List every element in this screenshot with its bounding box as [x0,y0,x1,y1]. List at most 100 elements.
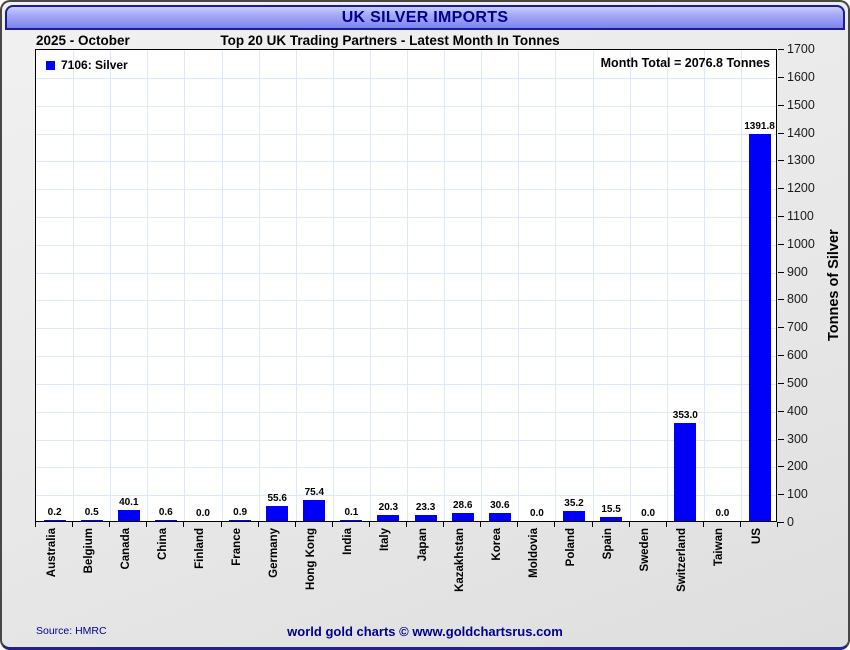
bar [674,422,697,521]
y-axis-tick [778,494,784,496]
bar-value-label: 0.2 [47,507,62,518]
y-axis-tick [778,327,784,329]
y-axis-tick-label: 200 [787,459,808,474]
x-axis-label: China [156,528,169,560]
gridline-vertical [555,50,557,521]
gridline-vertical [481,50,483,521]
y-axis-tick-label: 600 [787,348,808,363]
y-axis-tick [778,132,784,134]
x-axis-label: Hong Kong [305,528,318,590]
y-axis-tick [778,49,784,50]
gridline-horizontal [36,105,776,107]
y-axis: 0 100 200 300 400 500 600 700 800 900 1000 1100 1200… [777,42,847,529]
legend-swatch-icon [46,60,55,70]
x-axis-tick [183,522,185,527]
bar [340,520,363,521]
x-axis: Australia Belgium Canada China Finland France… [35,522,778,632]
bar [266,505,289,521]
gridline-vertical [592,50,594,521]
credit-label: world gold charts © www.goldchartsrus.co… [287,624,563,639]
gridline-vertical [629,50,631,521]
x-axis-label: Germany [268,528,281,578]
bar-value-label: 35.2 [564,498,584,510]
gridline-horizontal [36,133,776,135]
x-axis-tick [665,522,667,527]
y-axis-tick [778,271,784,273]
x-axis-tick [368,522,370,527]
bar [229,520,252,521]
month-total-annotation: Month Total = 2076.8 Tonnes [600,56,770,70]
gridline-horizontal [36,383,776,385]
bar [600,516,623,521]
gridline-vertical [369,50,371,521]
gridline-vertical [73,50,75,521]
gridline-horizontal [36,439,776,441]
source-label: Source: HMRC [36,625,107,637]
x-axis-label: France [231,528,244,566]
gridline-horizontal [36,467,776,469]
x-axis-label: Italy [379,528,392,552]
x-axis-label: Finland [194,528,206,569]
x-axis-label: Switzerland [676,528,689,592]
bar-value-label: 0.5 [84,507,99,518]
title-bar: UK SILVER IMPORTS [5,5,845,30]
y-axis-tick [778,438,784,440]
x-axis-tick [702,522,704,527]
bar-value-label: 0.0 [715,508,730,519]
y-axis-tick-label: 1100 [787,208,814,223]
gridline-vertical [147,50,149,521]
x-axis-label: India [342,528,355,555]
bar [303,500,326,521]
bar-value-label: 75.4 [304,487,325,498]
gridline-horizontal [36,216,776,218]
x-axis-tick [331,522,333,527]
x-axis-label: Japan [416,528,429,562]
gridline-vertical [295,50,297,521]
y-axis-tick-label: 1200 [787,181,815,196]
y-axis-tick [778,410,784,412]
x-axis-tick [777,522,778,527]
chart-subtitle: Top 20 UK Trading Partners - Latest Mont… [220,33,560,48]
legend-label: 7106: Silver [61,58,128,72]
x-axis-label: Poland [565,528,577,567]
y-axis-tick [778,243,784,245]
y-axis-tick [778,188,784,190]
x-axis-tick [72,522,74,527]
y-axis-tick [778,76,784,78]
plot-area: 0.2 0.5 40.1 0.6 0.0 0.9 55.6 75.4 0.1 20.3 23.3 28… [35,49,777,522]
x-axis-tick [35,522,36,527]
legend: 7106: Silver [46,58,128,72]
gridline-horizontal [36,411,776,413]
y-axis-tick-label: 800 [787,292,808,307]
bar [80,520,103,521]
y-axis-tick [778,299,784,301]
gridline-vertical [184,50,186,521]
x-axis-tick [294,522,296,527]
page-title: UK SILVER IMPORTS [341,8,509,26]
y-axis-title: Tonnes of Silver [826,229,842,342]
bar-value-label: 40.1 [119,496,139,508]
gridline-vertical [110,50,112,521]
x-axis-tick [443,522,445,527]
bar-value-label: 15.5 [601,503,621,515]
y-axis-tick-label: 300 [787,431,808,446]
gridline-vertical [221,50,223,521]
bar-value-label: 353.0 [672,409,698,421]
x-axis-label: Moldovia [527,528,540,578]
period-label: 2025 - October [36,33,130,48]
x-axis-tick [628,522,630,527]
gridline-horizontal [36,272,776,274]
gridline-vertical [407,50,408,521]
x-axis-label: Canada [119,528,132,570]
gridline-horizontal [36,328,776,330]
x-axis-tick [554,522,556,527]
x-axis-label: Sweden [639,528,652,572]
bar [748,133,771,521]
x-axis-tick [480,522,482,527]
gridline-vertical [332,50,334,521]
x-axis-tick [517,522,519,527]
bar-value-label: 0.0 [196,508,210,519]
gridline-vertical [703,50,705,521]
x-axis-tick [739,522,741,527]
